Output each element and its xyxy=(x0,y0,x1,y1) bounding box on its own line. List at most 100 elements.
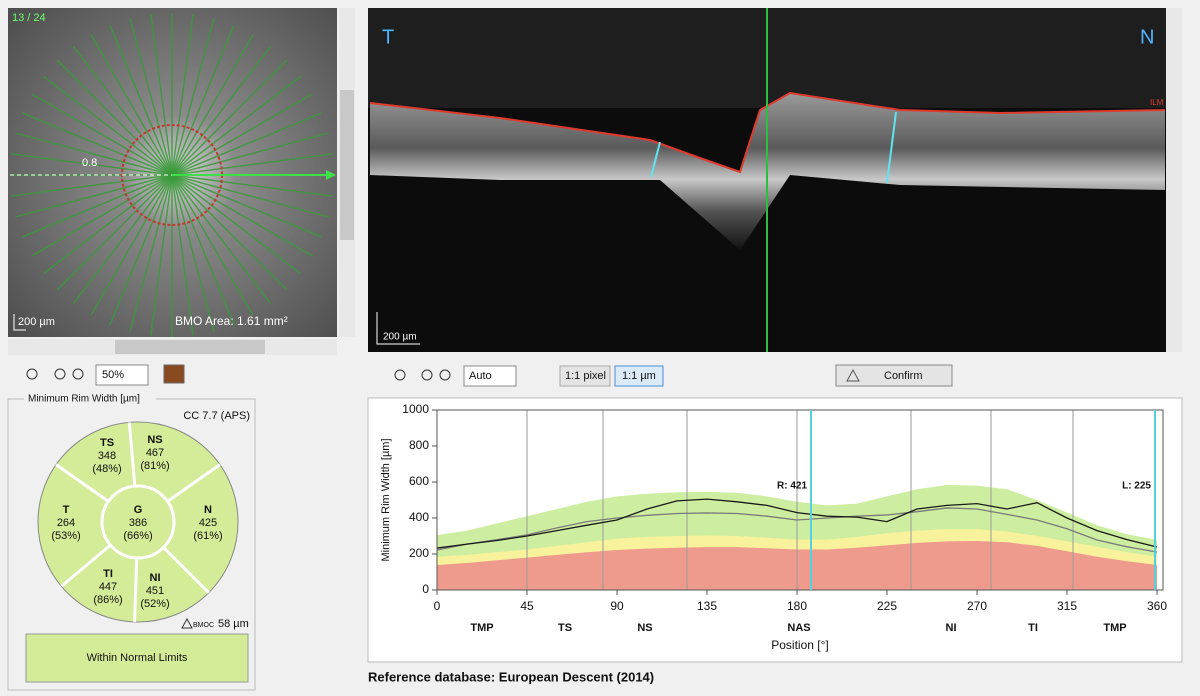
scan xyxy=(171,112,322,176)
sector-boundary xyxy=(162,546,210,594)
y-axis-label: Minimum Rim Width [µm] xyxy=(380,438,392,561)
plot-frame xyxy=(436,409,1164,591)
scan xyxy=(72,46,173,176)
scan xyxy=(171,25,235,176)
sector-label: G xyxy=(134,504,143,516)
sector-label: N xyxy=(204,504,212,516)
bmo-area: BMO Area: 1.61 mm² xyxy=(175,314,288,328)
scan xyxy=(43,75,173,176)
sector-label: TI xyxy=(1028,622,1038,634)
global-sector xyxy=(100,484,176,560)
warning-icon xyxy=(846,368,860,382)
title-gap xyxy=(24,392,156,406)
footer: Reference database: European Descent (20… xyxy=(368,669,654,684)
pixel-button[interactable] xyxy=(559,365,611,387)
scan xyxy=(171,75,301,176)
sector-label: NS xyxy=(637,622,652,634)
scan xyxy=(171,174,322,238)
scan xyxy=(90,34,173,176)
scan xyxy=(171,174,235,325)
scroll-thumb[interactable] xyxy=(115,340,265,354)
scan xyxy=(129,174,173,332)
um-button[interactable] xyxy=(614,365,664,387)
scan xyxy=(15,132,173,176)
scan xyxy=(11,174,173,197)
scan xyxy=(171,174,333,197)
scroll-thumb[interactable] xyxy=(340,90,354,240)
counter: 13 / 24 xyxy=(12,12,46,24)
rim-curve xyxy=(436,498,1158,549)
scan xyxy=(171,174,254,316)
temporal-label: T xyxy=(382,26,394,48)
chart: 0 200 400 600 800 1000 0 45 90 135 180 225 270 315 360… xyxy=(380,402,1167,652)
scan xyxy=(11,153,173,176)
scan xyxy=(171,132,329,176)
sector-percent: (52%) xyxy=(140,598,169,610)
distance: 0.8 xyxy=(82,157,97,169)
sector-label: TI xyxy=(103,568,113,580)
scale-label: 200 µm xyxy=(383,332,417,343)
scan xyxy=(171,174,301,275)
zoom-icon[interactable] xyxy=(394,369,406,381)
scan xyxy=(171,46,272,176)
scan xyxy=(171,153,333,176)
sector-percent: (53%) xyxy=(51,530,80,542)
sector-label: TMP xyxy=(1103,622,1126,634)
layer-label: ILM xyxy=(1150,98,1164,107)
y-tick-label: 800 xyxy=(409,438,429,452)
scan xyxy=(22,174,173,238)
bmoc-label: BMOC xyxy=(193,622,214,629)
scan xyxy=(31,93,173,176)
y-tick-label: 1000 xyxy=(402,402,429,416)
scan xyxy=(90,174,173,316)
nasal-label: N xyxy=(1140,26,1154,48)
delta-icon xyxy=(181,617,193,629)
sector-value: 386 xyxy=(129,517,147,529)
classification: Within Normal Limits xyxy=(87,652,188,664)
scale-bar xyxy=(376,312,420,345)
image-button[interactable] xyxy=(163,364,185,384)
sector-percent: (66%) xyxy=(123,530,152,542)
sector-boundary xyxy=(55,463,110,503)
panel-title: Minimum Rim Width [µm] xyxy=(28,394,140,405)
x-tick-label: 270 xyxy=(967,599,987,613)
x-tick-label: 45 xyxy=(520,599,534,613)
fundus-view: 13 / 24 0.8 200 µm BMO Area: 1.61 mm² xyxy=(8,8,355,355)
scan xyxy=(31,174,173,257)
ilm-line xyxy=(369,91,1166,174)
x-tick-label: 315 xyxy=(1057,599,1077,613)
zoom-in[interactable] xyxy=(54,368,66,380)
zoom-icon[interactable] xyxy=(26,368,38,380)
scan xyxy=(171,14,194,176)
y-tick-label: 0 xyxy=(422,582,429,596)
sector-label: TS xyxy=(558,622,572,634)
scan xyxy=(109,174,173,325)
cursor-label: L: 225 xyxy=(1122,481,1151,492)
scan xyxy=(150,14,173,176)
sector-boundary xyxy=(60,543,112,588)
zoom-select[interactable] xyxy=(95,364,149,386)
x-tick-label: 180 xyxy=(787,599,807,613)
zoom-out[interactable] xyxy=(72,368,84,380)
sector-label: NI xyxy=(946,622,957,634)
zoom-in[interactable] xyxy=(421,369,433,381)
rim-curve xyxy=(436,507,1158,553)
toolbar: 50% Auto 1:1 pixel 1:1 µm Confirm xyxy=(26,364,953,387)
zoom-select[interactable] xyxy=(463,365,517,387)
scan xyxy=(150,174,173,336)
scan xyxy=(171,34,254,176)
sector-label: TMP xyxy=(470,622,493,634)
arrow xyxy=(326,170,336,180)
x-tick-label: 135 xyxy=(697,599,717,613)
y-tick-label: 600 xyxy=(409,474,429,488)
y-tick-label: 200 xyxy=(409,546,429,560)
zoom-value: 50% xyxy=(102,369,124,381)
scan xyxy=(43,174,173,275)
scrollbar[interactable] xyxy=(1166,8,1182,352)
sector-value: 467 xyxy=(146,447,164,459)
confirm-button[interactable] xyxy=(835,364,953,387)
x-tick-label: 360 xyxy=(1147,599,1167,613)
rim-panel: Minimum Rim Width [µm] CC 7.7 (APS) BMOC… xyxy=(7,392,256,691)
zoom-out[interactable] xyxy=(439,369,451,381)
scale-label: 200 µm xyxy=(18,316,55,328)
